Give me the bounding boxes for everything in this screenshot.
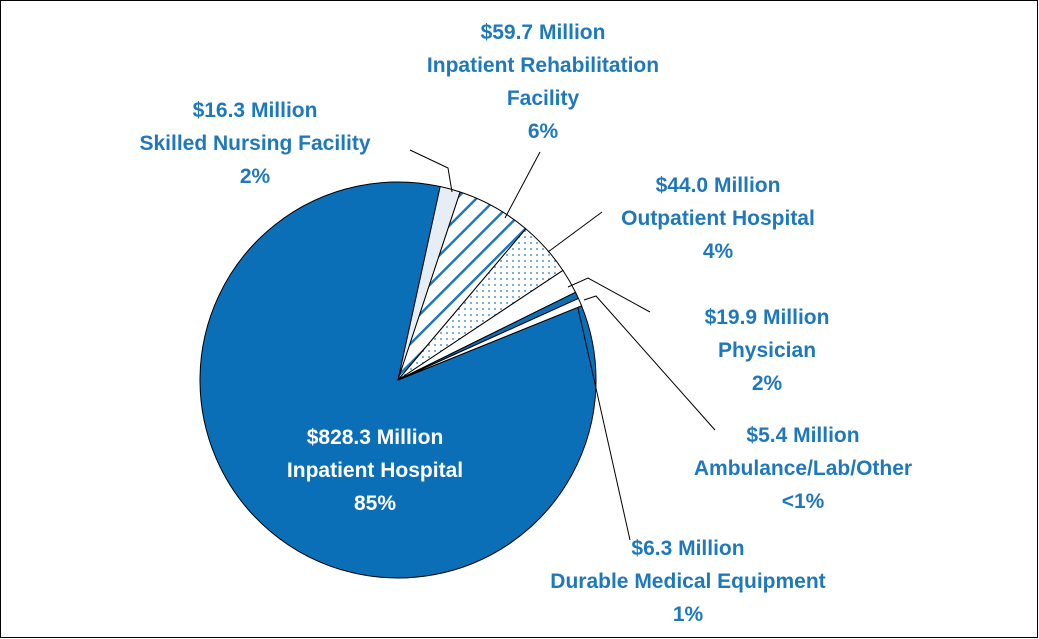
leader-line	[504, 151, 541, 219]
slice-label: $6.3 Million Durable Medical Equipment 1%	[508, 532, 868, 631]
share-label: 2%	[239, 165, 271, 188]
category-label: Skilled Nursing Facility	[139, 132, 371, 155]
category-label: Durable Medical Equipment	[550, 570, 826, 593]
value-label: $5.4 Million	[746, 424, 860, 447]
category-label: Physician	[717, 339, 817, 362]
pie	[199, 181, 597, 579]
category-label: Ambulance/Lab/Other	[693, 457, 913, 480]
share-label: <1%	[781, 490, 825, 513]
leader-line	[577, 307, 631, 541]
share-label: 1%	[672, 603, 704, 626]
leader-line	[583, 295, 716, 431]
value-label: $59.7 Million	[480, 21, 606, 44]
value-label: $44.0 Million	[655, 174, 781, 197]
slice-label: $19.9 Million Physician 2%	[647, 301, 887, 400]
slice-label: $59.7 Million Inpatient Rehabilitation Fa…	[393, 16, 693, 148]
slice-label: $828.3 Million Inpatient Hospital 85%	[245, 421, 505, 520]
leader-line	[567, 277, 651, 313]
value-label: $6.3 Million	[631, 537, 745, 560]
value-label: $16.3 Million	[192, 99, 318, 122]
share-label: 2%	[751, 372, 783, 395]
leader-lines	[409, 149, 716, 541]
share-label: 85%	[353, 492, 397, 515]
leader-line	[547, 211, 603, 253]
value-label: $828.3 Million	[306, 426, 444, 449]
share-label: 6%	[527, 120, 559, 143]
slice-label: $44.0 Million Outpatient Hospital 4%	[558, 169, 878, 268]
category-label: Outpatient Hospital	[621, 207, 815, 230]
slice-label: $16.3 Million Skilled Nursing Facility 2%	[85, 94, 425, 193]
pie-slice	[397, 297, 583, 381]
category-label: Inpatient Rehabilitation Facility	[426, 54, 660, 110]
slice-label: $5.4 Million Ambulance/Lab/Other <1%	[638, 419, 968, 518]
share-label: 4%	[702, 240, 734, 263]
leader-line	[409, 149, 453, 193]
category-label: Inpatient Hospital	[286, 459, 464, 482]
value-label: $19.9 Million	[704, 306, 830, 329]
